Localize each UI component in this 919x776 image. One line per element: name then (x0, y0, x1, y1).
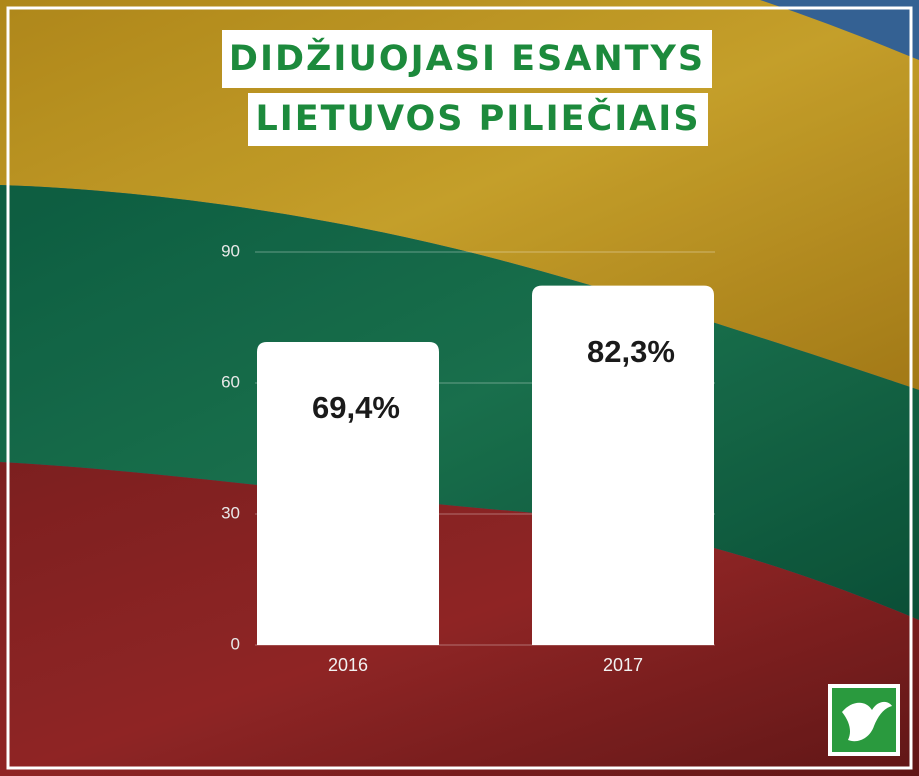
y-tick-label: 90 (221, 241, 240, 260)
title-box (222, 30, 712, 88)
value-label: 82,3% (587, 334, 675, 369)
plot: 0 30 60 90 2016 69,4% 2017 82,3% (221, 241, 715, 675)
bar (532, 285, 714, 645)
bar (257, 341, 439, 645)
x-tick-label: 2017 (603, 655, 643, 675)
chart-title: LIETUVOS PILIEČIAIS (255, 97, 700, 139)
y-tick-label: 60 (221, 372, 240, 391)
y-tick-label: 0 (231, 634, 240, 653)
logo (828, 684, 900, 756)
value-label: 69,4% (312, 390, 400, 425)
chart-title: DIDŽIUOJASI ESANTYS (229, 37, 705, 79)
title-block: DIDŽIUOJASI ESANTYS LIETUVOS PILIEČIAIS (222, 30, 712, 146)
x-tick-label: 2016 (328, 655, 368, 675)
title-box (248, 93, 708, 146)
y-tick-label: 30 (221, 503, 240, 522)
